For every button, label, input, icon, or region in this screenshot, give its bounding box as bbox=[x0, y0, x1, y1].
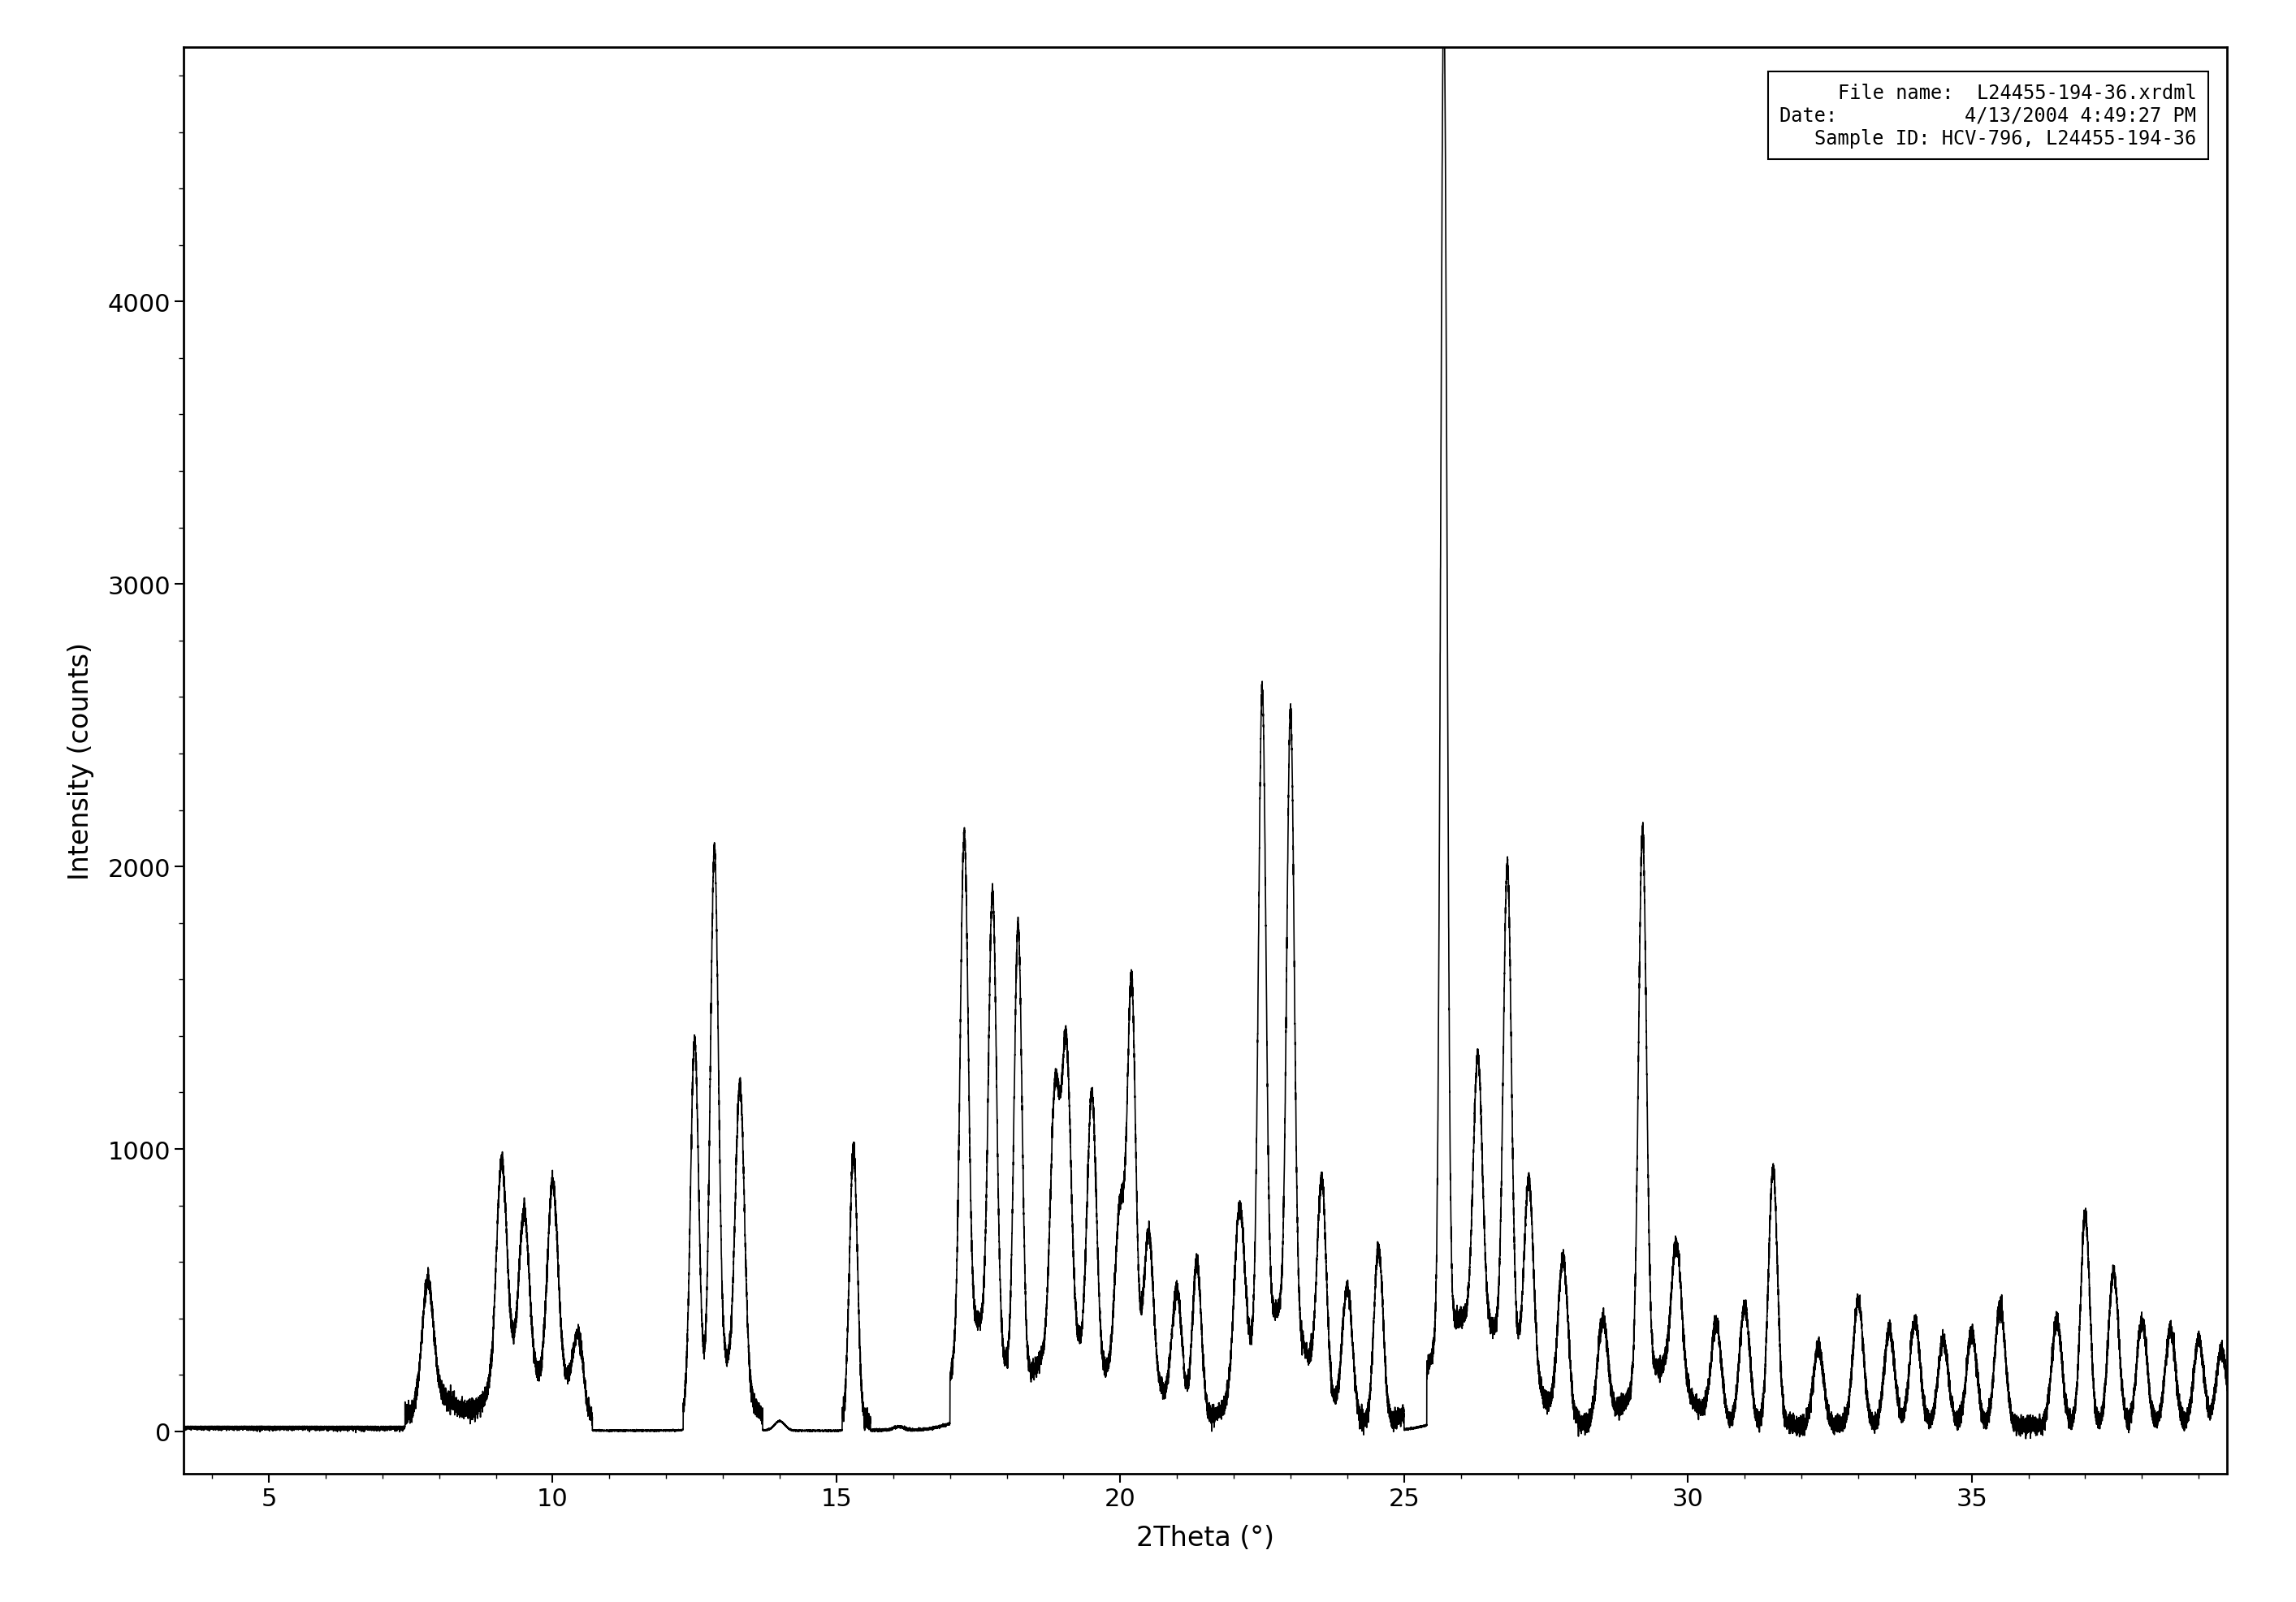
X-axis label: 2Theta (°): 2Theta (°) bbox=[1137, 1524, 1274, 1551]
Text: File name:  L24455-194-36.xrdml
Date:           4/13/2004 4:49:27 PM
Sample ID: : File name: L24455-194-36.xrdml Date: 4/1… bbox=[1779, 83, 2197, 149]
Y-axis label: Intensity (counts): Intensity (counts) bbox=[67, 642, 94, 879]
